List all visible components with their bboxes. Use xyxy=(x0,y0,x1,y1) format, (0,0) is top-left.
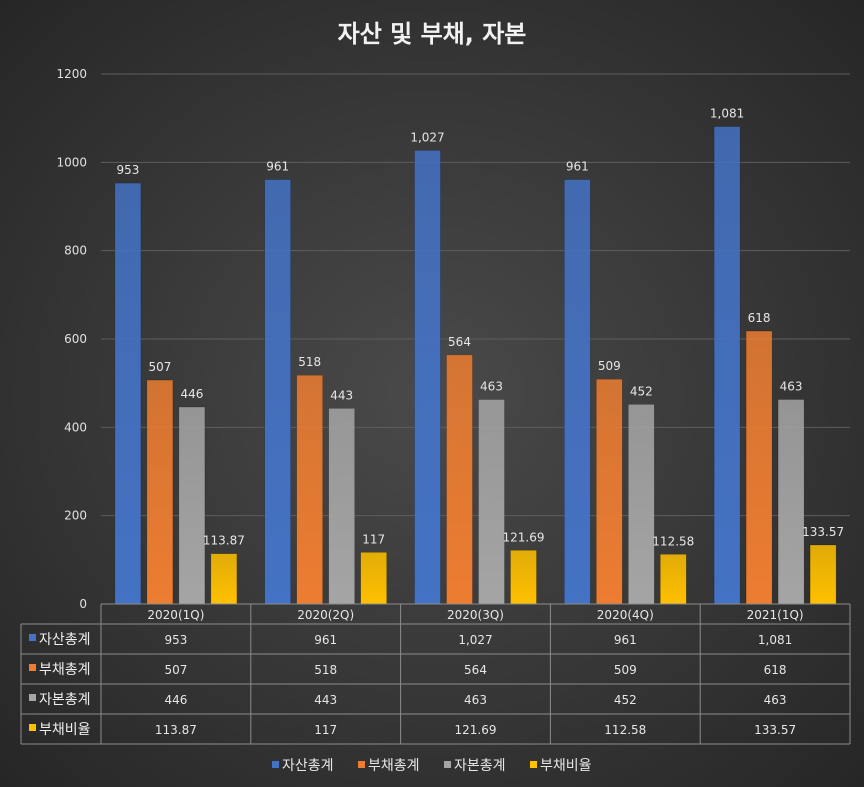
data-label: 564 xyxy=(448,335,471,349)
table-cell: 463 xyxy=(764,693,787,707)
bar xyxy=(146,379,174,605)
legend-key xyxy=(29,694,36,701)
data-label: 463 xyxy=(480,380,503,394)
bar xyxy=(178,406,206,605)
legend-label: 부채총계 xyxy=(368,758,420,774)
category-label: 2020(2Q) xyxy=(297,608,354,622)
data-label: 509 xyxy=(598,359,621,373)
table-cell: 953 xyxy=(164,633,187,647)
bar xyxy=(596,378,623,605)
table-cell: 961 xyxy=(314,633,337,647)
data-label: 443 xyxy=(330,388,353,402)
legend: 자산총계 부채총계 자본총계 부채비율 xyxy=(272,758,592,774)
data-label: 1,081 xyxy=(710,107,744,121)
category-label: 2020(4Q) xyxy=(597,608,654,622)
legend-key xyxy=(29,724,36,731)
y-tick-label: 1200 xyxy=(56,67,87,81)
table-cell: 446 xyxy=(164,693,187,707)
bar xyxy=(264,179,291,605)
legend-swatch xyxy=(530,761,537,768)
row-label: 자본총계 xyxy=(39,692,91,708)
table-cell: 452 xyxy=(614,693,637,707)
category-label: 2020(1Q) xyxy=(147,608,204,622)
data-label: 518 xyxy=(298,355,321,369)
table-cell: 961 xyxy=(614,633,637,647)
row-label: 부채총계 xyxy=(39,662,91,678)
data-label: 953 xyxy=(116,163,139,177)
row-label: 부채비율 xyxy=(39,722,91,738)
bar xyxy=(114,182,142,605)
table-cell: 509 xyxy=(614,663,637,677)
y-tick-label: 600 xyxy=(64,332,87,346)
table-cell: 564 xyxy=(464,663,487,677)
legend-swatch xyxy=(358,761,365,768)
table-cell: 133.57 xyxy=(754,723,796,737)
bar xyxy=(713,126,741,605)
legend-swatch xyxy=(272,761,279,768)
bar xyxy=(446,354,473,605)
data-table: 2020(1Q) 2020(2Q) 2020(3Q) 2020(4Q) 2021(1Q)… xyxy=(20,603,851,745)
data-label: 452 xyxy=(630,384,653,398)
legend-swatch xyxy=(444,761,451,768)
data-label: 117 xyxy=(362,532,385,546)
bar xyxy=(809,544,837,605)
legend-label: 자산총계 xyxy=(282,758,334,774)
table-cell: 113.87 xyxy=(155,723,197,737)
table-cell: 618 xyxy=(764,663,787,677)
bar xyxy=(296,374,323,605)
data-label: 1,027 xyxy=(410,130,444,144)
bar xyxy=(564,179,591,605)
data-label: 618 xyxy=(748,311,771,325)
data-label: 133.57 xyxy=(802,525,844,539)
data-label: 121.69 xyxy=(503,530,545,544)
bar xyxy=(478,399,505,605)
y-tick-label: 800 xyxy=(64,244,87,258)
legend-label: 자본총계 xyxy=(454,758,506,774)
chart-title: 자산 및 부채, 자본 xyxy=(338,20,527,48)
data-label: 507 xyxy=(148,360,171,374)
bar xyxy=(328,408,355,605)
bar xyxy=(414,150,441,605)
y-tick-label: 0 xyxy=(79,597,87,611)
legend-key xyxy=(29,664,36,671)
table-cell: 443 xyxy=(314,693,337,707)
y-tick-label: 400 xyxy=(64,420,87,434)
row-label: 자산총계 xyxy=(39,632,91,648)
table-cell: 463 xyxy=(464,693,487,707)
data-label: 961 xyxy=(266,160,289,174)
bar xyxy=(660,554,687,605)
table-cell: 518 xyxy=(314,663,337,677)
table-cell: 1,081 xyxy=(758,633,792,647)
bar xyxy=(777,399,805,605)
data-label: 463 xyxy=(780,380,803,394)
table-cell: 507 xyxy=(164,663,187,677)
table-cell: 121.69 xyxy=(455,723,497,737)
category-label: 2020(3Q) xyxy=(447,608,504,622)
category-label: 2021(1Q) xyxy=(747,608,804,622)
y-tick-label: 200 xyxy=(64,509,87,523)
bars: 953 507 446 113.87 961 518 443 117 1,027 564 463 12… xyxy=(114,107,844,605)
data-label: 961 xyxy=(566,160,589,174)
y-axis: 0 200 400 600 800 1000 1200 xyxy=(56,67,87,611)
bar xyxy=(210,553,238,605)
table-cell: 1,027 xyxy=(458,633,492,647)
data-label: 446 xyxy=(180,387,203,401)
legend-label: 부채비율 xyxy=(540,758,592,774)
bar xyxy=(628,404,655,605)
y-tick-label: 1000 xyxy=(56,155,87,169)
bar xyxy=(745,330,773,605)
data-label: 113.87 xyxy=(203,534,245,548)
bar xyxy=(360,552,387,605)
data-label: 112.58 xyxy=(652,534,694,548)
bar xyxy=(510,550,537,605)
table-cell: 112.58 xyxy=(604,723,646,737)
legend-key xyxy=(29,634,36,641)
table-cell: 117 xyxy=(314,723,337,737)
